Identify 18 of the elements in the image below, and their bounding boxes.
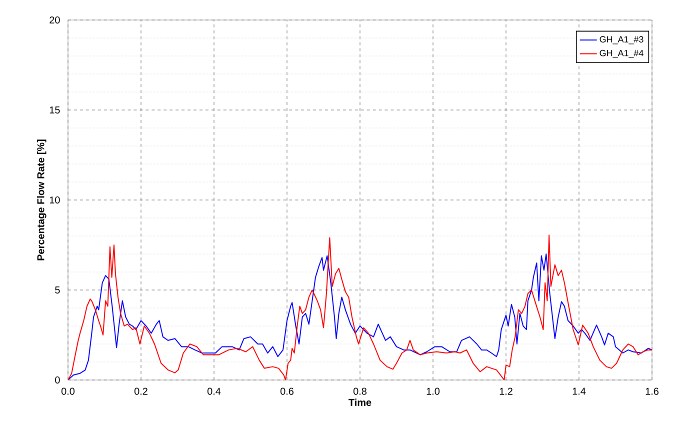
y-tick-label: 0 bbox=[55, 376, 60, 384]
y-tick-label: 5 bbox=[55, 286, 60, 294]
y-axis-title: Percentage Flow Rate [%] bbox=[36, 140, 46, 260]
y-tick-label: 10 bbox=[50, 196, 60, 204]
x-tick-label: 1.4 bbox=[572, 388, 586, 395]
x-tick-label: 0.4 bbox=[207, 388, 221, 395]
x-tick-label: 1.2 bbox=[500, 388, 512, 395]
x-tick-label: 1.0 bbox=[426, 388, 440, 395]
y-tick-label: 15 bbox=[50, 106, 60, 114]
x-tick-label: 1.6 bbox=[646, 388, 658, 395]
x-axis-title: Time bbox=[348, 398, 372, 406]
x-tick-label: 0.2 bbox=[134, 388, 148, 395]
x-tick-label: 0.0 bbox=[61, 388, 75, 395]
legend-label: GH_A1_#4 bbox=[600, 50, 644, 58]
legend-label: GH_A1_#3 bbox=[600, 36, 644, 44]
x-tick-label: 0.8 bbox=[353, 388, 366, 395]
y-tick-label: 20 bbox=[50, 16, 60, 24]
x-tick-label: 0.6 bbox=[280, 388, 294, 395]
